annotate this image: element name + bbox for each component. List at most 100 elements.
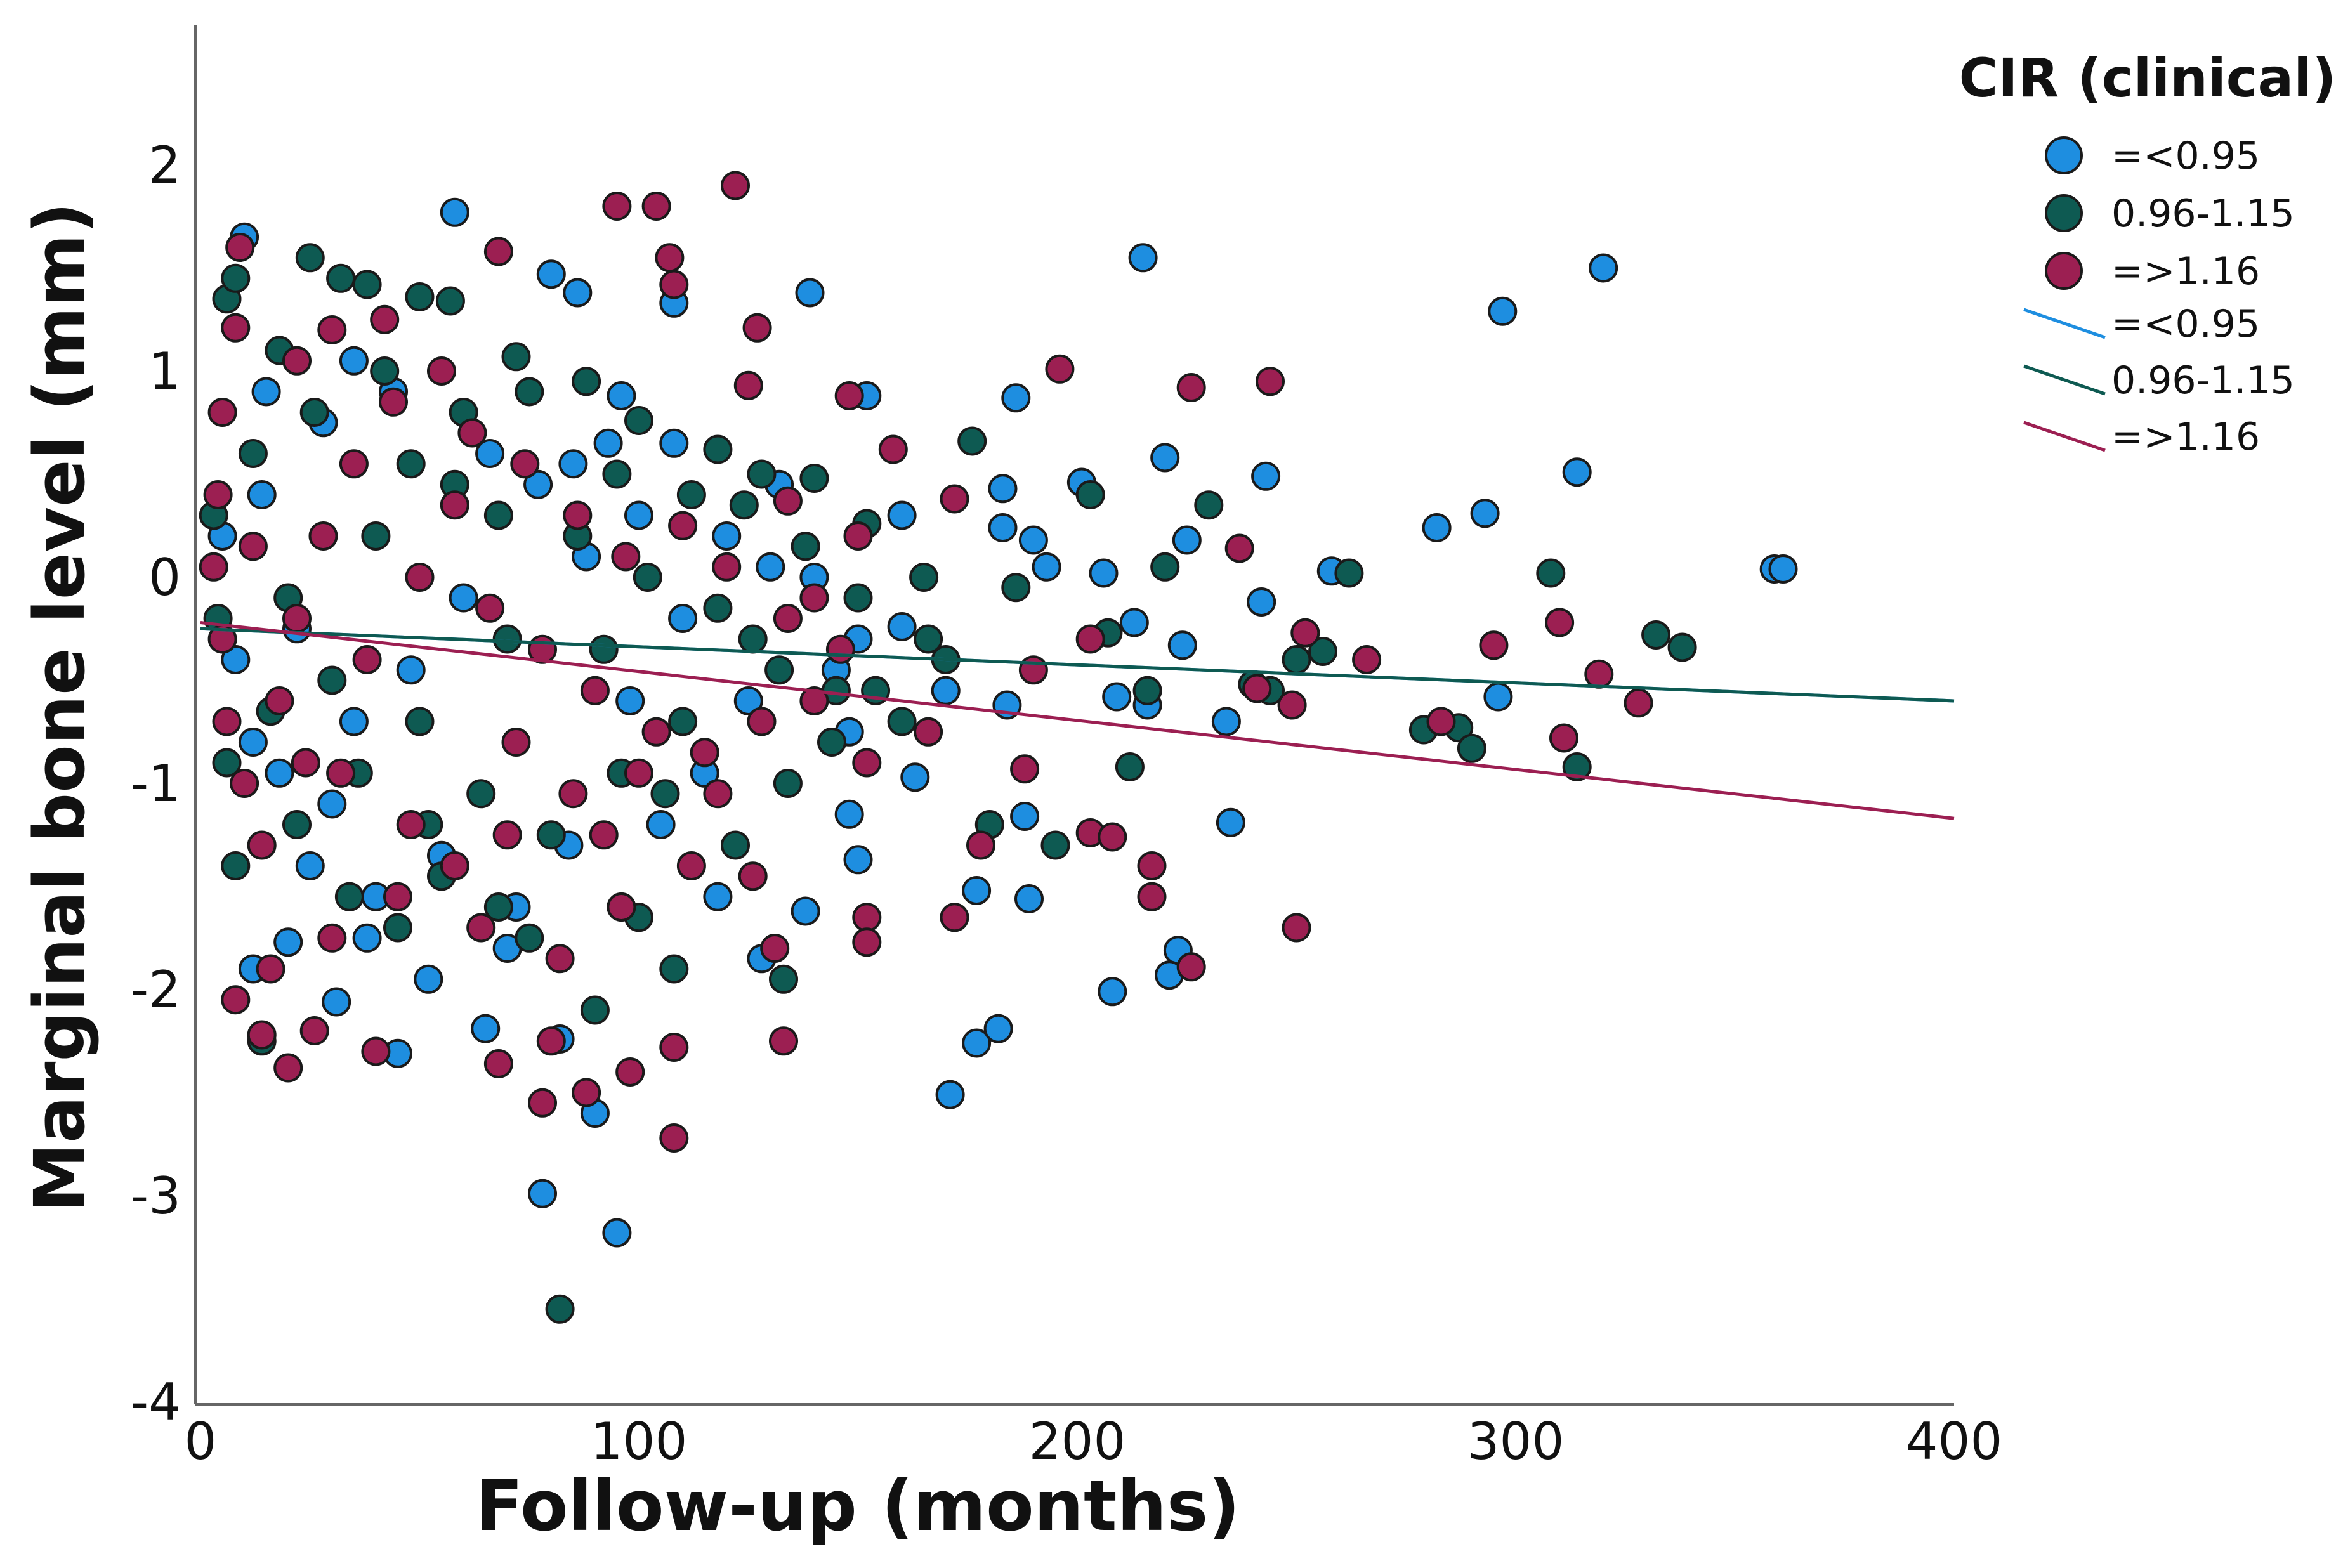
data-point-series-1 <box>668 707 698 736</box>
data-point-series-2 <box>721 171 750 200</box>
data-point-series-2 <box>221 985 251 1015</box>
data-point-series-0 <box>523 469 553 499</box>
data-point-series-0 <box>646 810 676 839</box>
data-point-series-0 <box>563 278 593 308</box>
data-point-series-0 <box>414 964 443 994</box>
data-point-series-0 <box>295 851 325 880</box>
data-point-series-2 <box>602 192 632 221</box>
data-point-series-2 <box>668 511 698 540</box>
data-point-series-2 <box>1224 533 1254 563</box>
data-point-series-1 <box>361 521 391 551</box>
data-point-series-2 <box>528 1088 557 1118</box>
data-point-series-1 <box>747 459 777 489</box>
data-point-series-2 <box>1256 367 1285 396</box>
data-point-series-2 <box>712 552 742 582</box>
data-point-series-1 <box>238 439 268 468</box>
data-point-series-2 <box>536 1026 566 1056</box>
data-point-series-2 <box>396 810 426 839</box>
data-point-series-2 <box>225 233 255 262</box>
data-point-series-2 <box>383 882 412 911</box>
data-point-series-1 <box>624 406 653 435</box>
data-point-series-1 <box>1457 733 1486 763</box>
y-tick-label: -2 <box>130 960 181 1019</box>
x-axis-title: Follow-up (months) <box>475 1465 1240 1546</box>
data-point-series-1 <box>405 707 435 736</box>
data-point-series-2 <box>221 313 251 343</box>
data-point-series-2 <box>966 830 995 860</box>
data-point-series-1 <box>580 995 610 1025</box>
data-point-series-0 <box>1488 296 1518 326</box>
y-tick-label: 2 <box>148 136 181 195</box>
data-point-series-2 <box>326 758 356 788</box>
data-point-series-2 <box>483 1049 513 1078</box>
data-point-series-1 <box>435 286 465 316</box>
data-point-series-0 <box>791 896 820 926</box>
data-point-series-2 <box>483 237 513 266</box>
data-point-series-0 <box>396 655 426 685</box>
data-point-series-2 <box>247 830 277 860</box>
data-point-series-2 <box>852 927 882 957</box>
data-point-series-2 <box>427 356 456 386</box>
data-point-series-2 <box>501 728 531 757</box>
data-point-series-2 <box>256 954 285 984</box>
data-point-series-1 <box>536 820 566 850</box>
data-point-series-2 <box>1176 952 1206 982</box>
data-point-series-2 <box>199 552 228 582</box>
data-point-series-2 <box>1479 630 1509 660</box>
data-point-series-0 <box>471 1014 501 1043</box>
data-point-series-0 <box>536 259 566 289</box>
data-point-series-0 <box>1251 461 1281 491</box>
data-point-series-1 <box>515 377 544 407</box>
legend-label: =<0.95 <box>2111 134 2260 178</box>
x-tick-labels: 0 100 200 300 400 <box>185 1412 2003 1471</box>
data-point-series-0 <box>887 500 917 530</box>
legend-line-label: =>1.16 <box>2111 415 2260 459</box>
data-point-series-2 <box>773 486 803 516</box>
data-point-series-1 <box>1150 552 1180 582</box>
data-point-series-0 <box>962 1028 992 1058</box>
data-point-series-2 <box>703 779 733 809</box>
data-point-series-2 <box>852 748 882 778</box>
data-point-series-0 <box>528 1179 557 1208</box>
data-point-series-1 <box>764 655 794 685</box>
data-point-series-2 <box>825 634 855 664</box>
data-point-series-1 <box>1282 645 1311 674</box>
data-point-series-0 <box>602 1218 632 1248</box>
data-point-series-1 <box>572 367 601 396</box>
data-point-series-2 <box>611 542 641 572</box>
data-point-series-0 <box>1014 884 1044 913</box>
data-point-series-2 <box>878 434 908 464</box>
data-point-series-2 <box>308 521 338 551</box>
data-point-series-0 <box>558 449 588 479</box>
data-point-series-1 <box>659 954 689 984</box>
fit-line-series-1 <box>200 627 1955 703</box>
data-point-series-1 <box>914 624 943 654</box>
data-point-series-2 <box>615 1057 645 1087</box>
data-point-series-0 <box>1247 587 1276 617</box>
data-point-series-2 <box>940 903 969 932</box>
data-point-series-0 <box>339 346 369 376</box>
data-point-series-2 <box>733 370 763 400</box>
data-point-series-1 <box>1562 752 1592 781</box>
data-point-series-1 <box>843 583 873 613</box>
data-point-series-1 <box>1641 620 1671 650</box>
data-point-series-2 <box>352 645 382 674</box>
x-tick-label: 100 <box>591 1412 688 1471</box>
data-point-series-2 <box>510 449 540 479</box>
data-point-series-2 <box>291 748 320 778</box>
data-point-series-0 <box>900 762 930 792</box>
data-point-series-2 <box>799 686 829 715</box>
data-point-series-2 <box>317 923 347 953</box>
data-point-series-2 <box>1290 618 1320 648</box>
data-point-series-0 <box>251 377 281 407</box>
data-point-series-2 <box>624 758 653 788</box>
data-point-series-0 <box>712 521 742 551</box>
data-point-series-2 <box>370 304 400 334</box>
y-axis-title: Marginal bone level (mm) <box>19 202 100 1213</box>
data-point-series-1 <box>817 728 846 757</box>
data-point-series-2 <box>212 707 242 736</box>
data-point-series-2 <box>769 1026 798 1056</box>
data-point-series-0 <box>795 278 825 308</box>
legend-title: CIR (clinical) <box>1959 47 2336 109</box>
data-point-series-0 <box>440 197 469 227</box>
